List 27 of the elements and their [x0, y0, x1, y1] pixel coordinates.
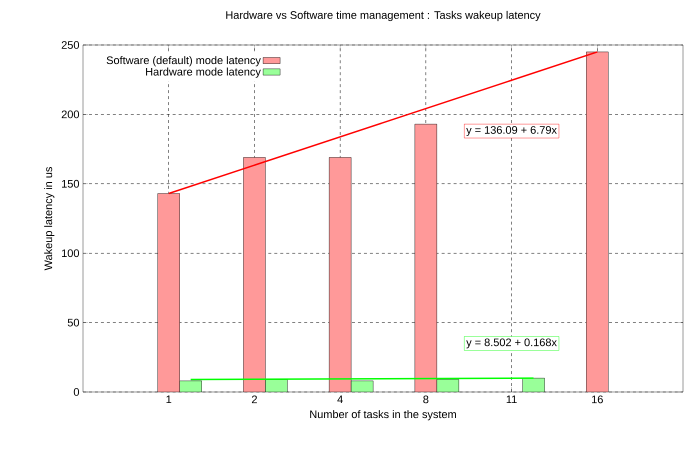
y-tick-label: 50: [68, 318, 80, 326]
bar: [436, 380, 459, 392]
x-tick-label: 11: [506, 396, 517, 404]
x-tick-label: 16: [592, 396, 603, 404]
bar: [158, 193, 180, 392]
y-tick-label: 150: [62, 180, 80, 188]
bar: [328, 157, 352, 392]
chart-title: Hardware vs Software time management : Tasks wakeup latency: [226, 10, 541, 22]
x-tick-label: 2: [252, 396, 257, 404]
x-tick-label: 1: [166, 396, 172, 404]
y-axis-title: Wakeup latency in us: [44, 167, 54, 270]
y-tick-label: 100: [62, 249, 80, 258]
bar: [351, 380, 374, 392]
bar: [180, 380, 202, 392]
x-axis-title: Number of tasks in the system: [310, 410, 456, 420]
annotation: y = 136.09 + 6.79x: [466, 126, 557, 136]
legend-label: Hardware mode latency: [146, 68, 261, 78]
x-tick-label: 8: [423, 396, 428, 404]
x-tick-label: 4: [337, 396, 343, 404]
bar: [414, 124, 438, 392]
legend-label: Software (default) mode latency: [106, 56, 261, 66]
y-tick-label: 200: [62, 110, 80, 118]
annotation: y = 8.502 + 0.168x: [466, 338, 557, 348]
y-tick-label: 250: [62, 41, 80, 49]
bar: [586, 52, 608, 392]
bar: [243, 157, 266, 392]
y-tick-label: 0: [74, 388, 80, 396]
